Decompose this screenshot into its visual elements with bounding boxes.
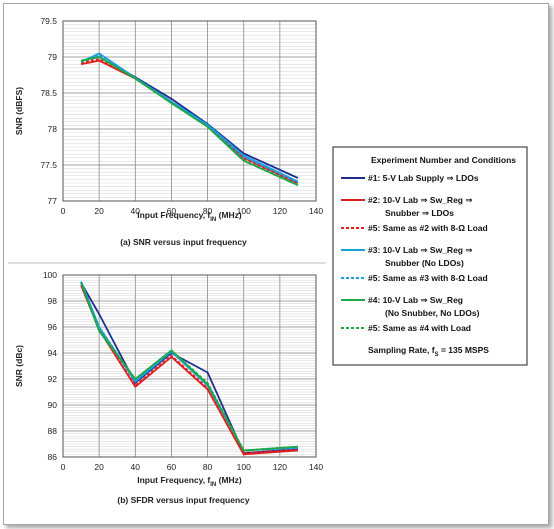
legend-label: #5: Same as #3 with 8-Ω Load xyxy=(368,273,488,283)
x-axis-label-sub: IN xyxy=(210,217,216,223)
sampling-rate-sub: S xyxy=(435,352,439,358)
x-tick-label: 20 xyxy=(94,206,104,216)
y-tick-label: 77.5 xyxy=(40,160,57,170)
chart-caption: (a) SNR versus input frequency xyxy=(120,237,247,247)
x-tick-label: 100 xyxy=(237,206,251,216)
sfdr-chart: 86 88 90 92 94 96 98 100 0 20 40 60 80 100 120 140 Input… xyxy=(14,270,323,505)
x-axis-label-rest: (MHz) xyxy=(216,210,242,220)
legend-label: #5: Same as #2 with 8-Ω Load xyxy=(368,223,488,233)
y-axis-label: SNR (dBc) xyxy=(14,345,24,387)
x-tick-label: 0 xyxy=(61,206,66,216)
sampling-rate-rest: = 135 MSPS xyxy=(439,345,490,355)
y-tick-label: 88 xyxy=(48,426,58,436)
y-tick-label: 77 xyxy=(48,196,58,206)
x-tick-label: 40 xyxy=(131,462,141,472)
y-tick-label: 86 xyxy=(48,452,58,462)
series-line-7 xyxy=(80,56,299,187)
y-tick-label: 96 xyxy=(48,322,58,332)
x-tick-label: 120 xyxy=(273,462,287,472)
x-tick-label: 100 xyxy=(237,462,251,472)
legend-title: Experiment Number and Conditions xyxy=(371,155,516,165)
x-axis-label-sub: IN xyxy=(210,482,216,488)
y-tick-label: 98 xyxy=(48,296,58,306)
x-tick-label: 0 xyxy=(61,462,66,472)
y-tick-label: 79 xyxy=(48,52,58,62)
x-tick-label: 140 xyxy=(309,206,323,216)
sampling-rate-note: Sampling Rate, fS = 135 MSPS xyxy=(368,345,489,358)
x-tick-label: 40 xyxy=(131,206,141,216)
legend-label: Snubber ⇒ LDOs xyxy=(385,208,454,218)
y-tick-label: 79.5 xyxy=(40,16,57,26)
legend-label: #3: 10-V Lab ⇒ Sw_Reg ⇒ xyxy=(368,245,472,255)
y-tick-label: 78.5 xyxy=(40,88,57,98)
x-axis-label-main: Input Frequency, f xyxy=(137,475,210,485)
snr-chart: 77 77.5 78 78.5 79 79.5 0 20 40 60 80 100 120 140 Inpu… xyxy=(14,16,323,247)
legend-label: #1: 5-V Lab Supply ⇒ LDOs xyxy=(368,173,479,183)
x-axis-label: Input Frequency, fIN (MHz) xyxy=(137,475,242,488)
x-tick-label: 60 xyxy=(167,462,177,472)
sampling-rate-main: Sampling Rate, f xyxy=(368,345,435,355)
y-tick-label: 92 xyxy=(48,374,58,384)
chart-caption: (b) SFDR versus input frequency xyxy=(117,495,250,505)
x-tick-label: 80 xyxy=(203,462,213,472)
y-tick-label: 100 xyxy=(43,270,57,280)
x-axis-label-main: Input Frequency, f xyxy=(137,210,210,220)
x-tick-label: 120 xyxy=(273,206,287,216)
legend-label: #2: 10-V Lab ⇒ Sw_Reg ⇒ xyxy=(368,195,472,205)
legend-box: Experiment Number and Conditions #1: 5-V … xyxy=(332,146,528,366)
x-axis-label: Input Frequency, fIN (MHz) xyxy=(137,210,242,223)
legend-border xyxy=(332,146,528,366)
y-axis-label: SNR (dBFS) xyxy=(14,87,24,135)
x-tick-label: 80 xyxy=(203,206,213,216)
plot-border xyxy=(62,20,317,202)
y-tick-label: 94 xyxy=(48,348,58,358)
y-tick-label: 90 xyxy=(48,400,58,410)
legend-label: (No Snubber, No LDOs) xyxy=(385,308,480,318)
x-tick-label: 60 xyxy=(167,206,177,216)
legend-label: #4: 10-V Lab ⇒ Sw_Reg xyxy=(368,295,463,305)
x-tick-label: 20 xyxy=(94,462,104,472)
y-tick-label: 78 xyxy=(48,124,58,134)
x-tick-label: 140 xyxy=(309,462,323,472)
legend-label: Snubber (No LDOs) xyxy=(385,258,464,268)
series-line-7 xyxy=(80,282,298,452)
legend-label: #5: Same as #4 with Load xyxy=(368,323,471,333)
plot-border xyxy=(62,274,317,458)
x-axis-label-rest: (MHz) xyxy=(216,475,242,485)
